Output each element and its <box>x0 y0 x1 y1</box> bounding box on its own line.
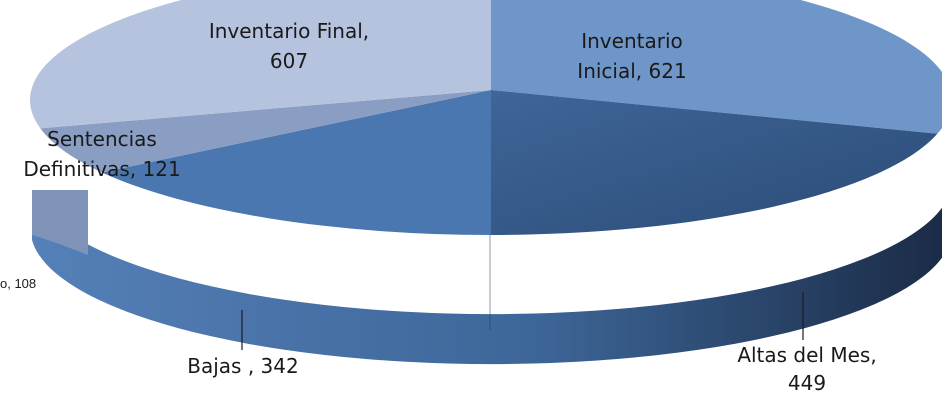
label-sentencias-2: Definitivas, 121 <box>23 157 180 181</box>
side-sentencias <box>32 190 88 255</box>
label-truncated: o, 108 <box>0 276 36 291</box>
pie-slices <box>30 0 942 235</box>
label-altas-1: Altas del Mes, <box>737 343 876 367</box>
label-sentencias-1: Sentencias <box>47 127 157 151</box>
label-altas-2: 449 <box>788 371 826 393</box>
label-inventario-inicial-2: Inicial, 621 <box>577 59 686 83</box>
pie-side-wall <box>32 190 942 365</box>
slice-sentencias-definitivas <box>40 90 492 173</box>
slice-inventario-final <box>30 0 491 129</box>
slice-bajas <box>102 90 491 235</box>
slice-altas-del-mes <box>491 90 938 235</box>
label-bajas: Bajas , 342 <box>187 354 298 378</box>
label-inventario-final-1: Inventario Final, <box>209 19 369 43</box>
label-inventario-inicial-1: Inventario <box>581 29 683 53</box>
slice-inventario-inicial <box>491 0 942 134</box>
label-inventario-final-2: 607 <box>270 49 308 73</box>
